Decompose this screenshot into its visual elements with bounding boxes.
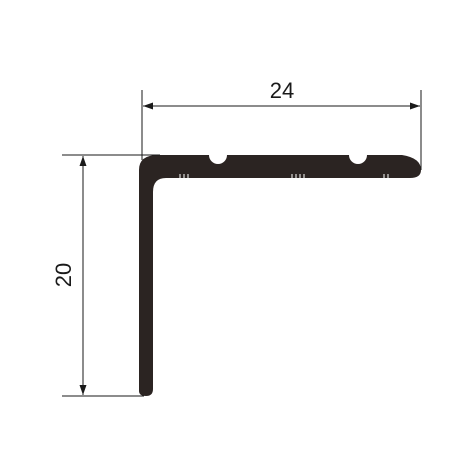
groove-marks xyxy=(179,174,389,178)
profile-outline xyxy=(139,155,421,396)
angle-profile xyxy=(139,155,421,396)
height-label: 20 xyxy=(51,263,76,287)
width-dimension xyxy=(141,90,422,170)
height-dimension xyxy=(62,154,160,397)
width-label: 24 xyxy=(270,78,294,103)
